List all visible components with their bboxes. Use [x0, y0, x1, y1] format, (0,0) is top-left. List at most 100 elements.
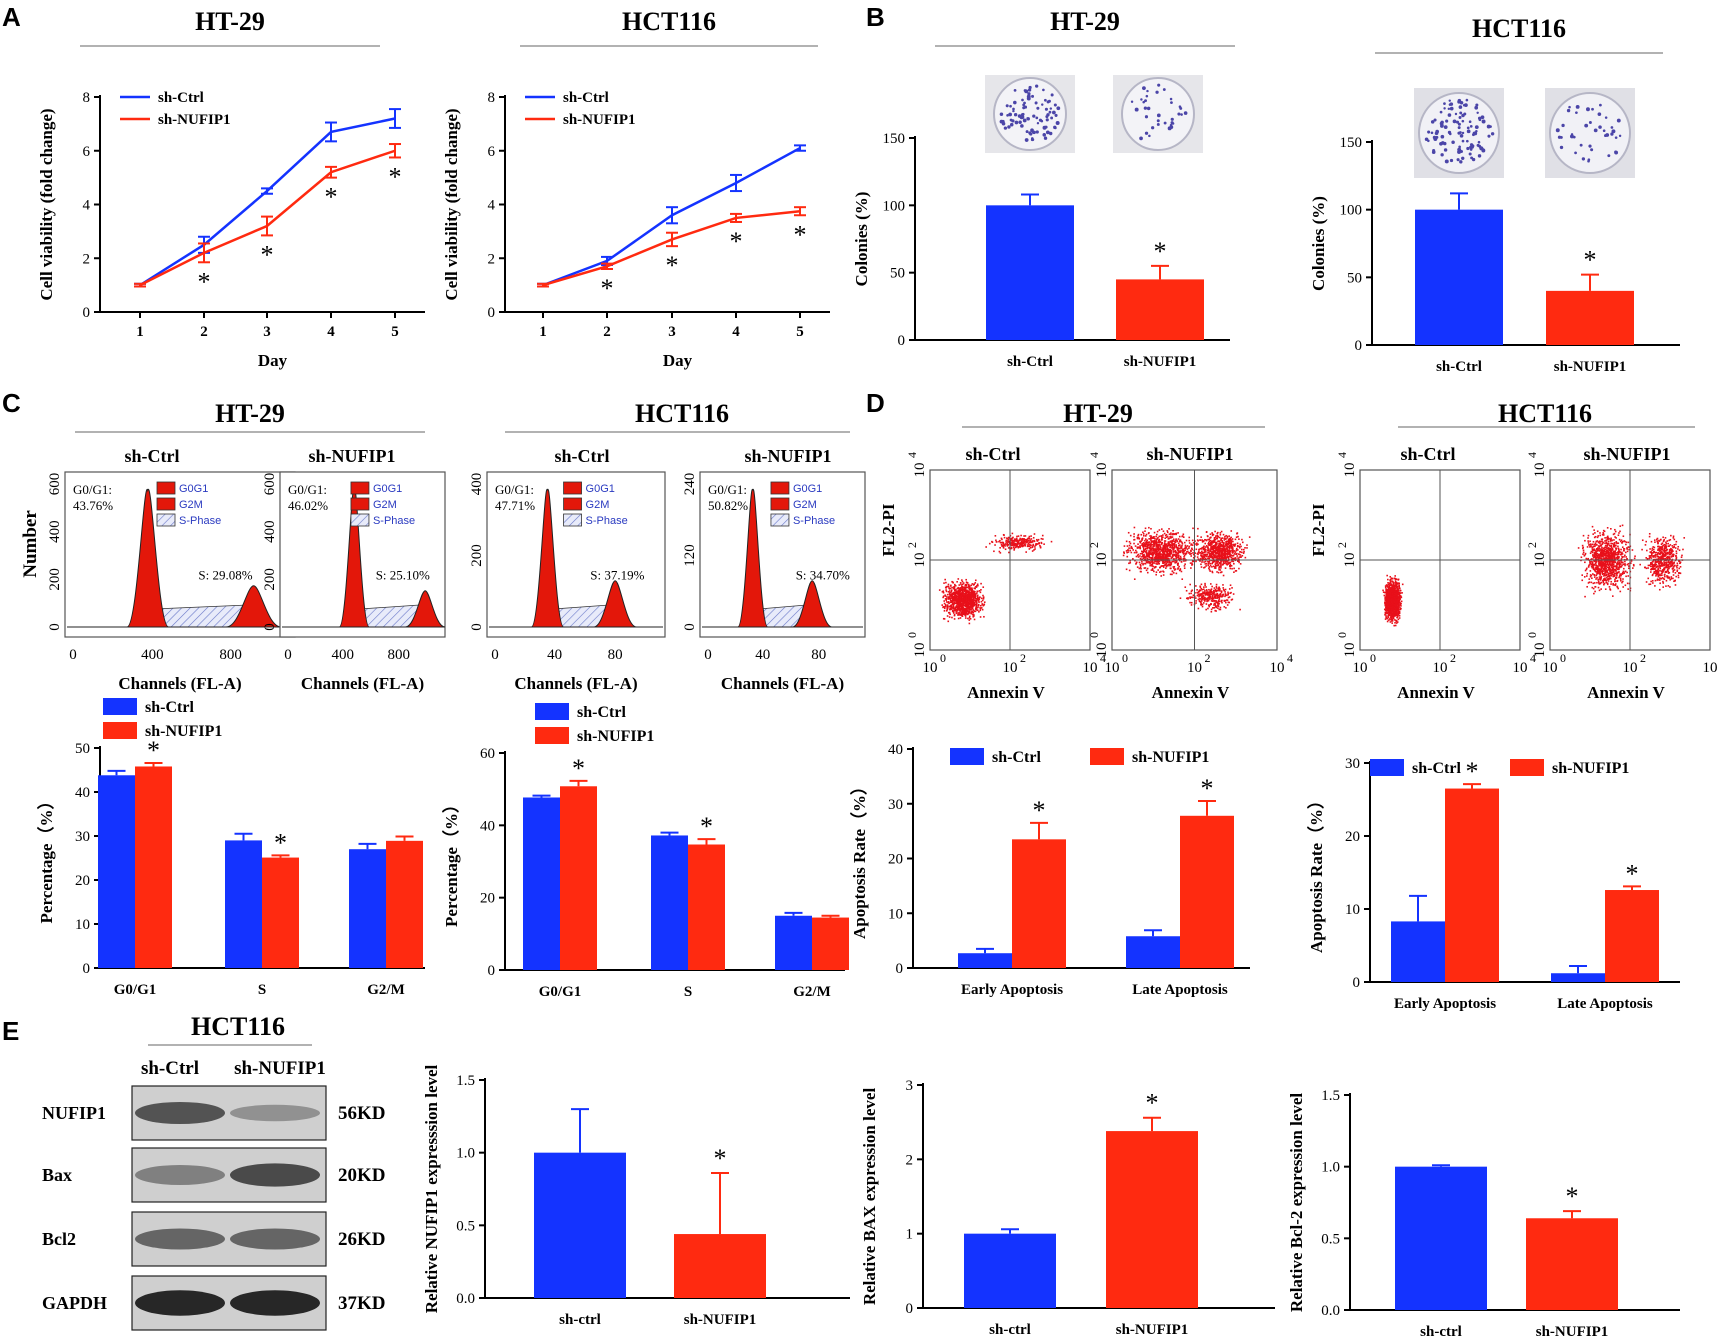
dotplot-event	[955, 605, 958, 607]
dotplot-event	[1165, 562, 1168, 565]
colony-dot	[1046, 113, 1050, 117]
dotplot-event	[961, 611, 964, 614]
dotplot-event	[1398, 582, 1401, 585]
colony-dot	[1009, 104, 1012, 108]
dotplot-event	[959, 592, 961, 595]
colony-dot	[1053, 126, 1057, 130]
dotplot-event	[1201, 592, 1203, 595]
dotplot-event	[1180, 546, 1183, 549]
dotplot-event	[1016, 543, 1018, 546]
dotplot-event	[1148, 558, 1151, 561]
dotplot-event	[1606, 527, 1609, 529]
dotplot-event	[1394, 615, 1396, 617]
dotplot-event	[1627, 575, 1630, 577]
dotplot-event	[1199, 552, 1201, 554]
dotplot-event	[968, 612, 971, 614]
dotplot-event	[1157, 549, 1160, 552]
colony-dot	[1142, 100, 1145, 104]
dotplot-event	[1217, 564, 1219, 567]
dotplot-event	[1386, 605, 1389, 608]
dotplot-event	[1191, 562, 1193, 564]
colony-dot	[1050, 116, 1054, 120]
dotplot-event	[1400, 600, 1403, 603]
dotplot-event	[1390, 616, 1392, 619]
dotplot-event	[958, 609, 961, 611]
bar-sh-ctrl	[964, 1233, 1056, 1308]
colony-dot	[1040, 119, 1044, 123]
colony-dot	[1469, 124, 1473, 128]
dotplot-event	[1189, 596, 1191, 598]
dotplot-event	[1181, 535, 1184, 537]
dotplot-event	[1228, 540, 1230, 542]
dotplot-event	[1180, 560, 1183, 563]
dotplot-event	[1201, 546, 1203, 549]
dotplot-event	[1128, 562, 1130, 565]
dotplot-event	[971, 607, 974, 610]
dotplot-event	[946, 605, 949, 608]
colony-dot	[1027, 88, 1032, 92]
dotplot-event	[1223, 606, 1226, 608]
dotplot-event	[1161, 528, 1163, 530]
dotplot-event	[1008, 541, 1010, 543]
dotplot-event	[1200, 536, 1202, 538]
dotplot-event	[1185, 589, 1188, 592]
dotplot-event	[1201, 552, 1204, 555]
dotplot-event	[957, 612, 959, 614]
dotplot-event	[1184, 549, 1186, 552]
dotplot-event	[1031, 550, 1034, 552]
colony-dot	[1599, 103, 1602, 107]
dotplot-event	[967, 617, 969, 620]
dotplot-event	[1158, 547, 1160, 550]
x-tick-label: sh-ctrl	[559, 1312, 601, 1328]
dotplot-event	[1390, 611, 1393, 614]
dotplot-event	[1188, 536, 1191, 539]
y-axis-label: Apoptosis Rate（%）	[1306, 792, 1326, 953]
dotplot-event	[1213, 550, 1216, 553]
dotplot-event	[1395, 592, 1398, 594]
dotplot-event	[1217, 601, 1220, 603]
dotplot-event	[976, 590, 979, 593]
colony-dot	[1036, 106, 1040, 110]
dotplot-event	[1221, 541, 1224, 544]
dotplot-event	[947, 583, 950, 586]
dotplot-event	[1177, 563, 1179, 566]
dotplot-event	[1138, 561, 1141, 564]
dotplot-event	[1192, 552, 1194, 554]
dotplot-event	[1391, 616, 1393, 618]
dotplot-event	[1163, 540, 1166, 542]
bar-S-sh-Ctrl	[651, 835, 688, 970]
dotplot-event	[1177, 538, 1180, 540]
legend-label: sh-NUFIP1	[563, 112, 636, 128]
dotplot-event	[1168, 528, 1170, 530]
dotplot-event	[1177, 567, 1179, 569]
dotplot-event	[1587, 542, 1590, 544]
colony-dot	[1448, 132, 1452, 136]
dotplot-event	[1150, 563, 1153, 566]
dotplot-event	[971, 610, 974, 613]
dotplot-event	[1173, 550, 1175, 553]
dotplot-event	[1398, 596, 1401, 599]
dotplot-event	[955, 594, 957, 597]
dotplot-event	[1210, 593, 1213, 596]
dotplot-event	[1239, 563, 1242, 565]
dotplot-event	[1136, 536, 1139, 539]
dotplot-event	[1139, 546, 1141, 549]
dotplot-event	[976, 600, 978, 602]
dotplot-y-tick-label: 10	[1094, 643, 1110, 658]
significance-star: *	[1566, 1182, 1579, 1211]
dotplot-event	[1217, 544, 1220, 547]
dotplot-event	[1391, 588, 1394, 590]
dotplot-event	[1615, 540, 1618, 543]
dotplot-event	[1152, 536, 1154, 538]
dotplot-event	[1185, 539, 1188, 542]
dotplot-event	[961, 599, 964, 602]
dotplot-event	[976, 596, 979, 598]
dotplot-y-tick-label: 10	[1342, 463, 1358, 478]
dotplot-event	[1391, 589, 1393, 591]
dotplot-event	[1392, 584, 1395, 587]
dotplot-event	[1627, 562, 1630, 565]
dotplot-event	[999, 539, 1001, 542]
dotplot-event	[1159, 543, 1161, 546]
dotplot-event	[1624, 584, 1627, 587]
dotplot-event	[1248, 536, 1251, 538]
